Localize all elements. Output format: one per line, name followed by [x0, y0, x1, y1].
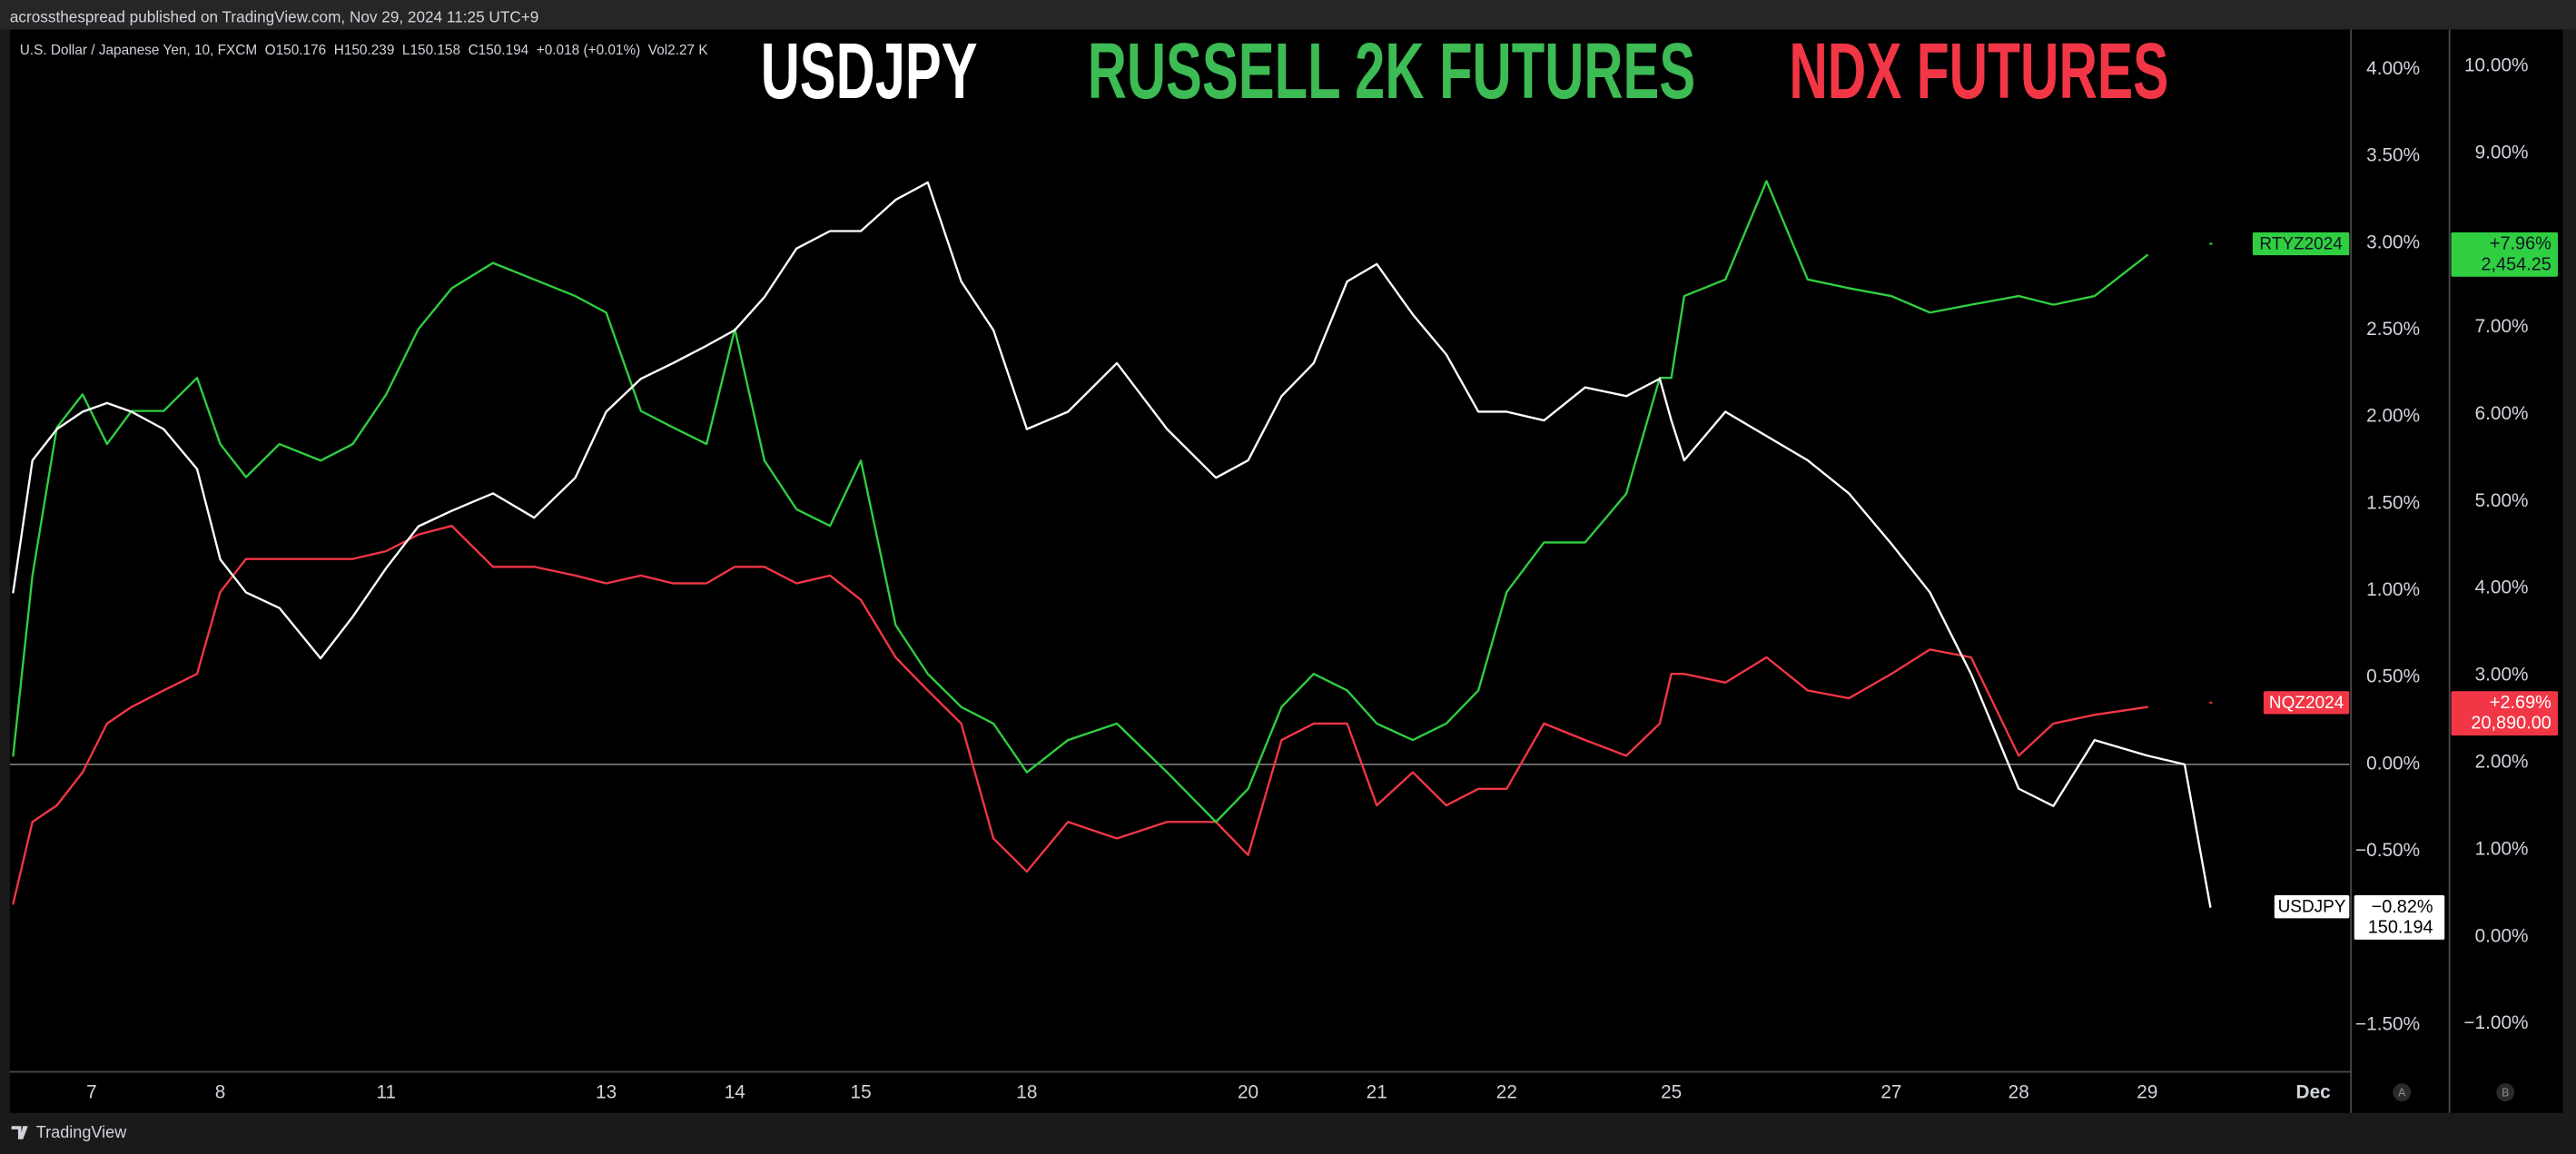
- brand-logo: [11, 1126, 28, 1139]
- axis-marker-label: A: [2398, 1086, 2406, 1099]
- x-tick-label: 21: [1367, 1082, 1387, 1103]
- y2-tick-label: 6.00%: [2475, 403, 2529, 424]
- x-tick-label: 27: [1880, 1082, 1901, 1103]
- y-tick-label: −1.50%: [2355, 1013, 2420, 1034]
- symbol-badge: [2252, 232, 2350, 256]
- line-series: [12, 181, 2212, 908]
- x-tick-label: 11: [377, 1082, 397, 1103]
- axis-marker: [2393, 1083, 2412, 1102]
- y-tick-label: 2.50%: [2366, 319, 2420, 340]
- x-tick-label: 8: [215, 1082, 226, 1103]
- annotation: USDJPY: [761, 27, 978, 115]
- y2-tick-label: 0.00%: [2475, 925, 2529, 946]
- footer: TradingView: [11, 1123, 127, 1141]
- y2-tick-label: 9.00%: [2475, 142, 2529, 163]
- change-label: −0.82%: [2372, 897, 2433, 917]
- symbol-badge: [2274, 895, 2350, 919]
- y2-tick-label: 10.00%: [2464, 54, 2529, 75]
- x-tick-label: 25: [1661, 1082, 1682, 1103]
- symbol-badge: [2263, 691, 2350, 715]
- change-label: +2.69%: [2490, 693, 2551, 713]
- x-tick-label: 7: [86, 1082, 97, 1103]
- line-series: [12, 525, 2213, 905]
- line-series: [12, 180, 2213, 824]
- y2-tick-label: 4.00%: [2475, 577, 2529, 598]
- y2-tick-label: 1.00%: [2475, 838, 2529, 859]
- axis-marker-label: B: [2502, 1086, 2509, 1099]
- x-tick-label: 13: [596, 1082, 617, 1103]
- y-tick-label: 3.50%: [2366, 145, 2420, 166]
- header-bar: [0, 0, 2576, 30]
- x-tick-label: 14: [725, 1082, 745, 1103]
- price-label: 2,454.25: [2481, 254, 2551, 274]
- price-label: 150.194: [2368, 918, 2433, 938]
- y-tick-label: 4.00%: [2366, 58, 2420, 79]
- price-badge: [2354, 895, 2445, 940]
- y2-tick-label: 5.00%: [2475, 490, 2529, 511]
- annotation: RUSSELL 2K FUTURES: [1088, 27, 1695, 115]
- legend-entry: RTYZ2024: [2259, 234, 2343, 253]
- legend-entry: USDJPY: [2278, 898, 2346, 917]
- x-tick-label: 29: [2137, 1082, 2157, 1103]
- brand-name: TradingView: [36, 1123, 127, 1141]
- legend-entry: NQZ2024: [2269, 694, 2344, 713]
- y-tick-label: 2.00%: [2366, 406, 2420, 427]
- y-tick-label: 1.50%: [2366, 492, 2420, 513]
- y-tick-label: 3.00%: [2366, 232, 2420, 252]
- y-tick-label: 0.00%: [2366, 753, 2420, 774]
- y2-tick-label: 7.00%: [2475, 316, 2529, 337]
- annotation: NDX FUTURES: [1789, 27, 2168, 115]
- y-tick-label: 0.50%: [2366, 666, 2420, 687]
- plot-background: [9, 29, 2563, 1113]
- x-tick-label: 18: [1016, 1082, 1037, 1103]
- x-tick-label: Dec: [2296, 1082, 2331, 1103]
- price-badge: [2451, 691, 2559, 736]
- x-tick-label: 20: [1238, 1082, 1258, 1103]
- x-tick-label: 15: [851, 1082, 872, 1103]
- x-tick-label: 28: [2008, 1082, 2029, 1103]
- header-text: acrossthespread published on TradingView…: [10, 7, 538, 25]
- x-tick-label: 22: [1496, 1082, 1517, 1103]
- price-label: 20,890.00: [2471, 714, 2551, 734]
- y-tick-label: −0.50%: [2355, 840, 2420, 861]
- y2-tick-label: 3.00%: [2475, 665, 2529, 685]
- symbol-info: U.S. Dollar / Japanese Yen, 10, FXCM O15…: [20, 43, 709, 58]
- y-tick-label: 1.00%: [2366, 579, 2420, 600]
- axis-marker: [2496, 1083, 2515, 1102]
- y2-tick-label: −1.00%: [2463, 1012, 2528, 1033]
- change-label: +7.96%: [2490, 234, 2551, 254]
- plot-area: USDJPY RUSSELL 2K FUTURES NDX FUTURES 4.00%…: [9, 27, 2559, 1103]
- price-badge: [2451, 232, 2559, 277]
- y2-tick-label: 2.00%: [2475, 752, 2529, 773]
